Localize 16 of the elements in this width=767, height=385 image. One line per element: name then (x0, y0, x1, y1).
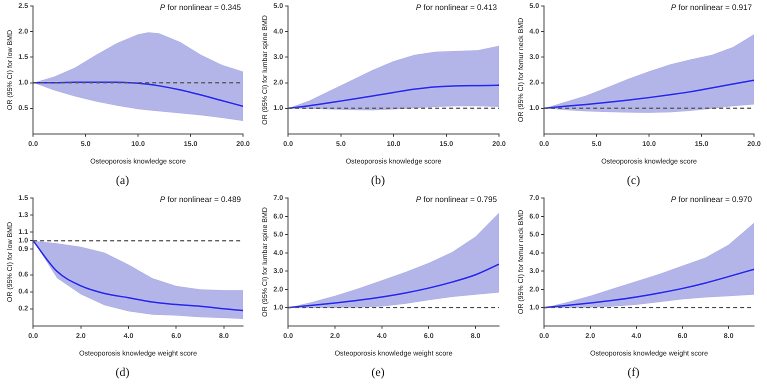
text: (e) (371, 364, 385, 379)
text: (a) (116, 172, 130, 187)
text: (d) (116, 364, 130, 379)
text: (b) (371, 172, 385, 187)
text: (f) (628, 364, 640, 379)
annotation: P for nonlinear = 0.970 (670, 195, 753, 204)
line-series (288, 84, 499, 110)
line-series (544, 268, 754, 308)
annotation: P for nonlinear = 0.917 (670, 3, 753, 12)
line-series (544, 79, 754, 110)
annotation: P for nonlinear = 0.413 (416, 3, 498, 12)
annotation: P for nonlinear = 0.795 (416, 195, 498, 204)
line-series (288, 263, 499, 308)
annotation: P for nonlinear = 0.345 (160, 3, 242, 12)
annotation: P for nonlinear = 0.489 (160, 195, 242, 204)
text: (c) (626, 172, 640, 187)
